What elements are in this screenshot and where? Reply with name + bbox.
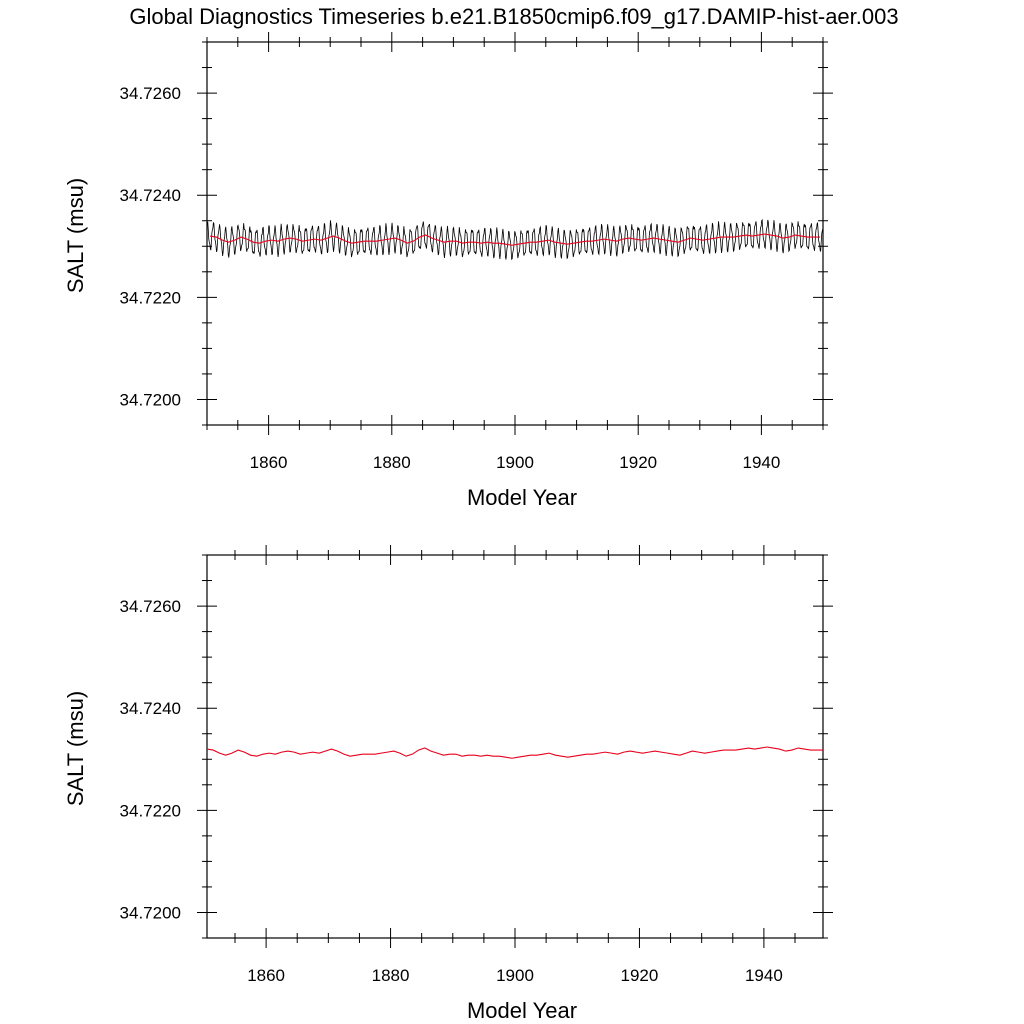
p1-series-annual-line	[207, 746, 823, 759]
p0-y-tick-label: 34.7260	[120, 84, 181, 103]
p0-x-tick-label: 1940	[742, 453, 780, 472]
p0-x-tick-label: 1920	[619, 453, 657, 472]
p0-y-tick-label: 34.7200	[120, 390, 181, 409]
p1-y-tick-label: 34.7260	[120, 597, 181, 616]
p0-x-tick-label: 1880	[373, 453, 411, 472]
p1-x-tick-label: 1880	[372, 966, 410, 985]
p1-y-tick-label: 34.7240	[120, 699, 181, 718]
p1-x-tick-label: 1860	[247, 966, 285, 985]
p1-x-tick-label: 1920	[621, 966, 659, 985]
p1-x-tick-label: 1940	[745, 966, 783, 985]
figure-title: Global Diagnostics Timeseries b.e21.B185…	[129, 4, 898, 29]
p0-y-tick-label: 34.7240	[120, 186, 181, 205]
p0-series-annual-line	[209, 233, 820, 246]
p0-x-tick-label: 1860	[250, 453, 288, 472]
p0-x-axis-label: Model Year	[467, 485, 577, 510]
panel-top: 1860 1880 1900 1920 1940 34.7200 34.7220 34.724…	[63, 32, 833, 510]
p0-y-tick-label: 34.7220	[120, 288, 181, 307]
p1-y-tick-label: 34.7220	[120, 801, 181, 820]
p1-x-tick-label: 1900	[496, 966, 534, 985]
p1-plot-frame	[206, 554, 824, 939]
p0-x-tick-label: 1900	[496, 453, 534, 472]
p1-y-tick-label: 34.7200	[120, 903, 181, 922]
panel-bottom: 1860 1880 1900 1920 1940 34.7200 34.7220 34.724…	[63, 545, 833, 1023]
p0-y-axis-label: SALT (msu)	[63, 178, 88, 293]
p1-y-axis-label: SALT (msu)	[63, 691, 88, 806]
p1-x-axis-label: Model Year	[467, 998, 577, 1023]
